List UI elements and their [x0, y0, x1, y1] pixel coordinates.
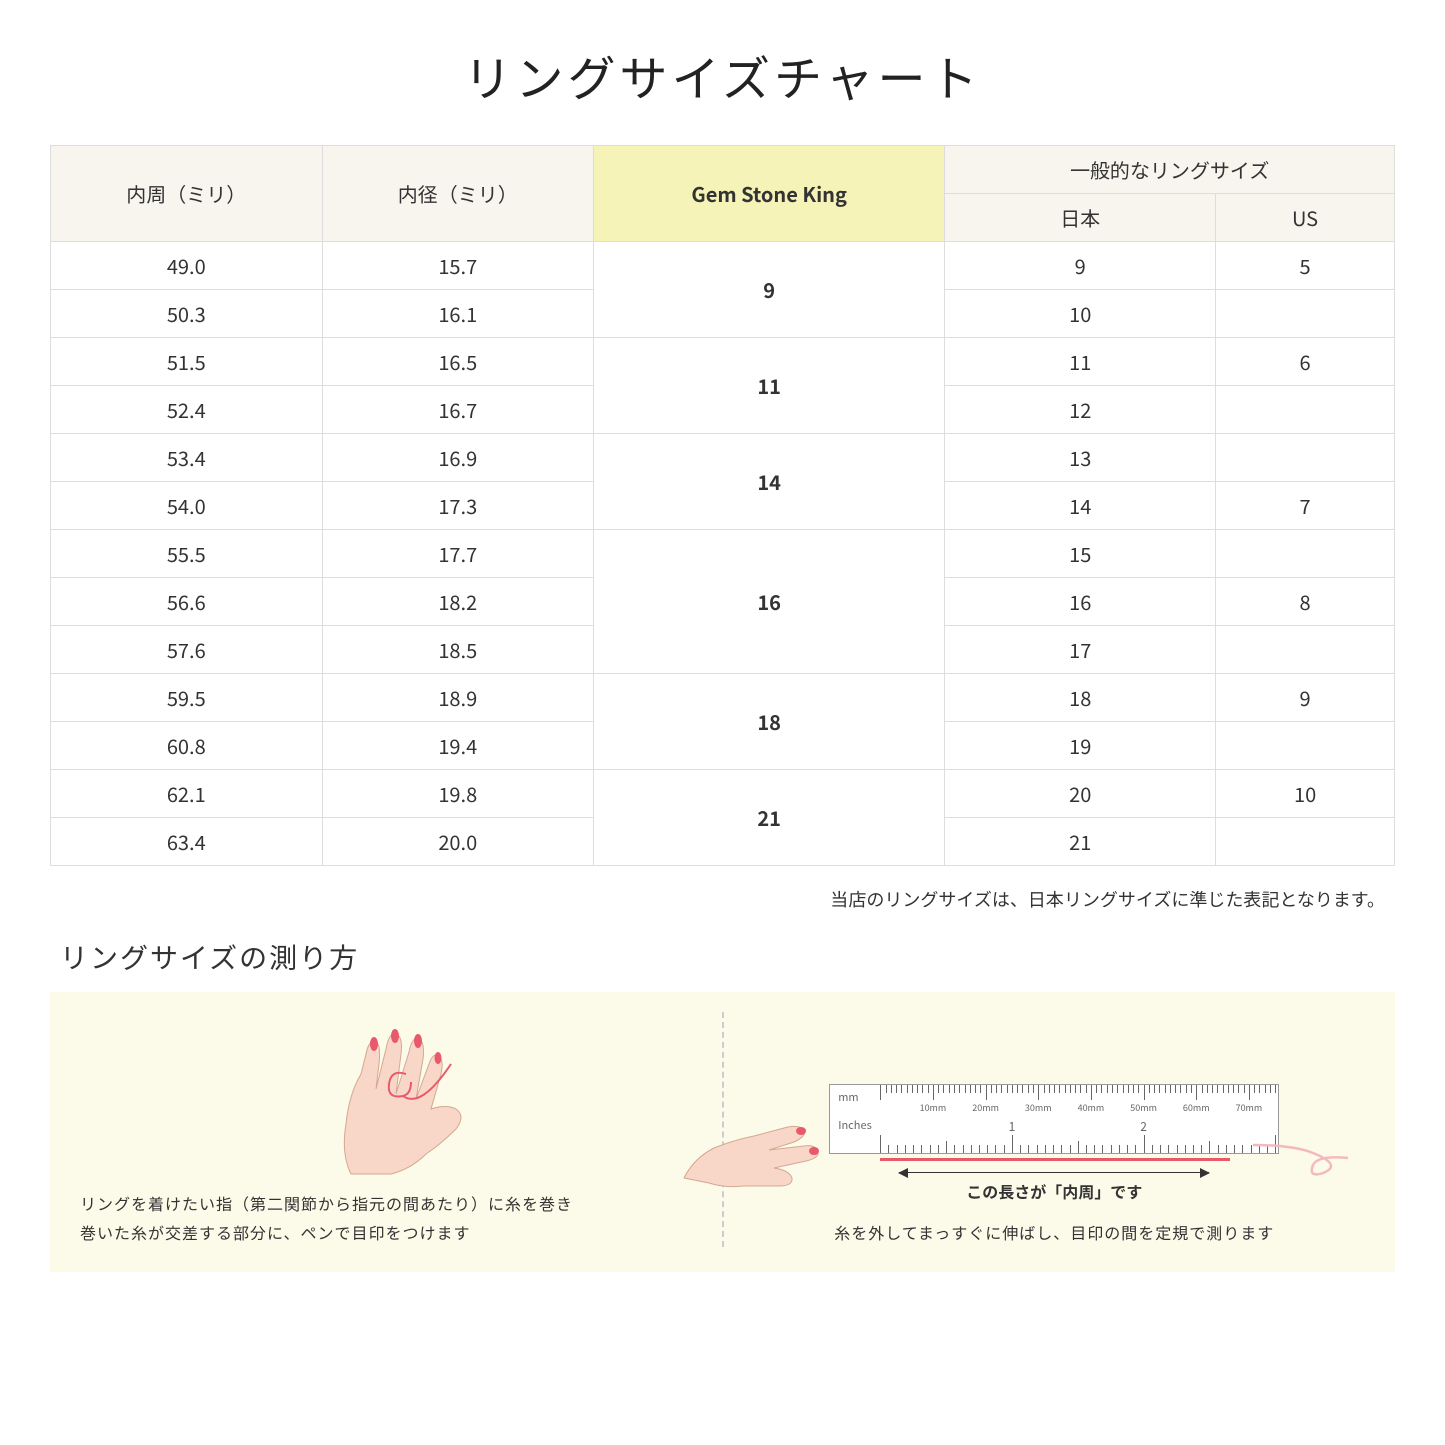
- table-row: 49.015.7995: [51, 242, 1395, 290]
- step-2: mm Inches 10mm 20mm 30mm 40mm 50mm 60mm 70mm 1…: [724, 1012, 1386, 1247]
- cell-diameter: 19.4: [322, 722, 594, 770]
- cell-japan: 10: [945, 290, 1216, 338]
- cell-japan: 15: [945, 530, 1216, 578]
- header-gemstone: Gem Stone King: [594, 146, 945, 242]
- cell-circumference: 59.5: [51, 674, 323, 722]
- table-row: 59.518.918189: [51, 674, 1395, 722]
- ruler-mm-tick-label: 10mm: [920, 1101, 947, 1114]
- cell-us: [1216, 530, 1395, 578]
- step1-text1: リングを着けたい指（第二関節から指元の間あたり）に糸を巻き: [80, 1189, 702, 1218]
- cell-us: 6: [1216, 338, 1395, 386]
- cell-us: 5: [1216, 242, 1395, 290]
- ring-size-table: 内周（ミリ） 内径（ミリ） Gem Stone King 一般的なリングサイズ …: [50, 145, 1395, 866]
- ruler-mm-tick-label: 60mm: [1183, 1101, 1210, 1114]
- header-common: 一般的なリングサイズ: [945, 146, 1395, 194]
- cell-diameter: 20.0: [322, 818, 594, 866]
- cell-circumference: 62.1: [51, 770, 323, 818]
- cell-circumference: 55.5: [51, 530, 323, 578]
- cell-diameter: 16.5: [322, 338, 594, 386]
- cell-japan: 12: [945, 386, 1216, 434]
- cell-gemstone: 18: [594, 674, 945, 770]
- ruler-illustration: mm Inches 10mm 20mm 30mm 40mm 50mm 60mm 70mm 1…: [744, 1078, 1366, 1208]
- ruler-mm-label: mm: [838, 1089, 858, 1105]
- cell-circumference: 50.3: [51, 290, 323, 338]
- cell-us: [1216, 722, 1395, 770]
- table-row: 55.517.71615: [51, 530, 1395, 578]
- cell-diameter: 16.7: [322, 386, 594, 434]
- cell-japan: 14: [945, 482, 1216, 530]
- cell-diameter: 19.8: [322, 770, 594, 818]
- header-us: US: [1216, 194, 1395, 242]
- cell-japan: 9: [945, 242, 1216, 290]
- cell-japan: 19: [945, 722, 1216, 770]
- hand-measure-illustration: [674, 1058, 834, 1198]
- cell-us: 10: [1216, 770, 1395, 818]
- cell-japan: 16: [945, 578, 1216, 626]
- cell-gemstone: 16: [594, 530, 945, 674]
- cell-us: [1216, 626, 1395, 674]
- cell-japan: 18: [945, 674, 1216, 722]
- cell-us: 8: [1216, 578, 1395, 626]
- cell-japan: 21: [945, 818, 1216, 866]
- ruler-in-tick-label: 1: [1009, 1118, 1016, 1135]
- ruler-in-label: Inches: [838, 1117, 871, 1133]
- step-1: リングを着けたい指（第二関節から指元の間あたり）に糸を巻き 巻いた糸が交差する部…: [60, 1012, 722, 1247]
- cell-us: [1216, 290, 1395, 338]
- cell-circumference: 51.5: [51, 338, 323, 386]
- cell-circumference: 49.0: [51, 242, 323, 290]
- cell-circumference: 54.0: [51, 482, 323, 530]
- cell-circumference: 53.4: [51, 434, 323, 482]
- step2-text: 糸を外してまっすぐに伸ばし、目印の間を定規で測ります: [744, 1218, 1366, 1247]
- header-circumference: 内周（ミリ）: [51, 146, 323, 242]
- cell-diameter: 17.7: [322, 530, 594, 578]
- cell-japan: 20: [945, 770, 1216, 818]
- cell-diameter: 18.5: [322, 626, 594, 674]
- cell-diameter: 17.3: [322, 482, 594, 530]
- page-title: リングサイズチャート: [50, 40, 1395, 110]
- instructions-panel: リングを着けたい指（第二関節から指元の間あたり）に糸を巻き 巻いた糸が交差する部…: [50, 992, 1395, 1272]
- step1-text2: 巻いた糸が交差する部分に、ペンで目印をつけます: [80, 1218, 702, 1247]
- cell-diameter: 18.9: [322, 674, 594, 722]
- cell-diameter: 15.7: [322, 242, 594, 290]
- measure-indicator: [899, 1172, 1209, 1173]
- cell-japan: 13: [945, 434, 1216, 482]
- thread-line: [880, 1158, 1230, 1161]
- table-row: 62.119.8212010: [51, 770, 1395, 818]
- cell-gemstone: 14: [594, 434, 945, 530]
- cell-diameter: 18.2: [322, 578, 594, 626]
- instructions-title: リングサイズの測り方: [50, 937, 1395, 977]
- ruler-mm-tick-label: 20mm: [972, 1101, 999, 1114]
- hand-wrap-illustration: [80, 1014, 702, 1174]
- cell-us: [1216, 818, 1395, 866]
- cell-circumference: 56.6: [51, 578, 323, 626]
- size-note: 当店のリングサイズは、日本リングサイズに準じた表記となります。: [50, 886, 1395, 912]
- header-diameter: 内径（ミリ）: [322, 146, 594, 242]
- cell-circumference: 63.4: [51, 818, 323, 866]
- cell-us: 9: [1216, 674, 1395, 722]
- measure-label: この長さが「内周」です: [966, 1179, 1142, 1203]
- thread-curl-icon: [1253, 1123, 1373, 1183]
- cell-diameter: 16.9: [322, 434, 594, 482]
- cell-us: [1216, 386, 1395, 434]
- cell-circumference: 60.8: [51, 722, 323, 770]
- ruler-mm-tick-label: 30mm: [1025, 1101, 1052, 1114]
- header-japan: 日本: [945, 194, 1216, 242]
- ruler-mm-tick-label: 40mm: [1078, 1101, 1105, 1114]
- cell-gemstone: 11: [594, 338, 945, 434]
- cell-gemstone: 9: [594, 242, 945, 338]
- table-row: 51.516.511116: [51, 338, 1395, 386]
- ruler-in-tick-label: 2: [1140, 1118, 1147, 1135]
- cell-japan: 17: [945, 626, 1216, 674]
- cell-circumference: 57.6: [51, 626, 323, 674]
- cell-us: [1216, 434, 1395, 482]
- cell-gemstone: 21: [594, 770, 945, 866]
- table-row: 53.416.91413: [51, 434, 1395, 482]
- cell-japan: 11: [945, 338, 1216, 386]
- cell-circumference: 52.4: [51, 386, 323, 434]
- ruler: mm Inches 10mm 20mm 30mm 40mm 50mm 60mm 70mm 1…: [829, 1084, 1279, 1154]
- cell-us: 7: [1216, 482, 1395, 530]
- ruler-mm-tick-label: 50mm: [1130, 1101, 1157, 1114]
- cell-diameter: 16.1: [322, 290, 594, 338]
- ruler-mm-tick-label: 70mm: [1236, 1101, 1263, 1114]
